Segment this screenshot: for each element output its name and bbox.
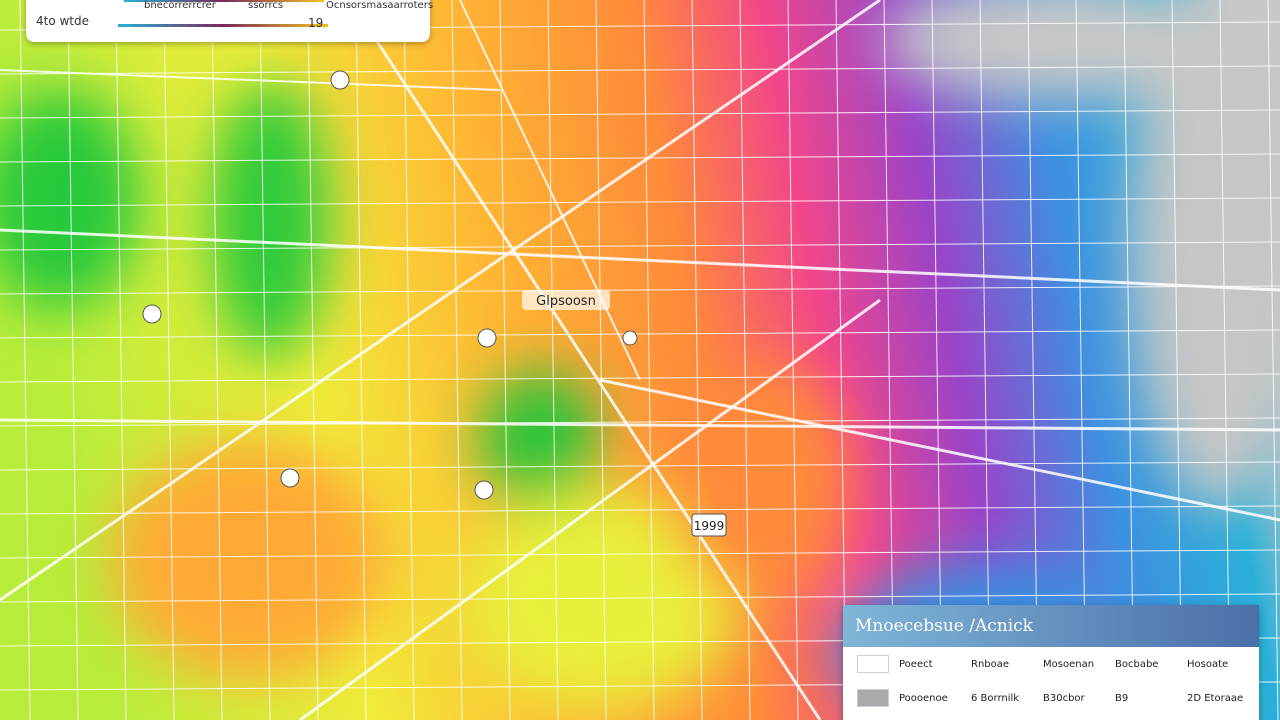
road <box>0 329 1280 339</box>
road <box>595 0 607 720</box>
panel-header-cell: Mosoenan <box>1043 658 1095 670</box>
road <box>0 241 1280 251</box>
legend-bar <box>118 24 328 27</box>
road <box>451 0 463 720</box>
road <box>0 0 880 600</box>
road <box>1027 0 1039 720</box>
panel-row: Poooenoe 6 Borrnilk B30cbor B9 2D Etoraae <box>843 681 1259 715</box>
road <box>931 0 943 720</box>
road <box>0 549 1280 559</box>
road <box>643 0 655 720</box>
road <box>0 418 1280 432</box>
road <box>0 109 1280 119</box>
road <box>0 153 1280 163</box>
road <box>19 0 31 720</box>
road <box>163 0 175 720</box>
legend-item: bnecorrerrcrer <box>144 0 216 11</box>
road <box>348 0 822 720</box>
panel-cell: Poooenoe <box>899 692 948 704</box>
road <box>67 0 79 720</box>
legend-note: Ocnsorsmasaarroters <box>326 0 434 11</box>
road <box>0 65 1280 75</box>
road <box>1123 0 1135 720</box>
road <box>787 0 799 720</box>
map-label: Glpsoosn <box>536 294 596 309</box>
road <box>459 0 641 381</box>
legend-item: ssorrcs <box>248 0 284 11</box>
road <box>499 0 511 720</box>
road <box>0 197 1280 207</box>
road <box>0 593 1280 603</box>
road <box>211 0 223 720</box>
road <box>0 461 1280 471</box>
panel-cell: B9 <box>1115 692 1129 704</box>
panel-header-cell: Rnboae <box>971 658 1010 670</box>
road <box>403 0 415 720</box>
road <box>0 69 501 91</box>
road <box>1267 0 1279 720</box>
road <box>1075 0 1087 720</box>
panel-cell: 2D Etoraae <box>1187 692 1244 704</box>
road <box>691 0 703 720</box>
road <box>0 417 1280 427</box>
map-label: 1999 <box>694 519 725 533</box>
panel-cell: B30cbor <box>1043 692 1085 704</box>
legend: 4to wtde bnecorrerrcrer ssorrcs 19 Ocnso… <box>26 0 434 42</box>
map-pins <box>142 70 638 500</box>
panel-cell: 6 Borrnilk <box>971 692 1020 704</box>
road <box>0 505 1280 515</box>
road <box>1171 0 1183 720</box>
legend-title: 4to wtde <box>36 14 90 28</box>
road <box>599 378 1280 522</box>
road <box>1219 0 1231 720</box>
panel-header-cell: Hosoate <box>1187 658 1229 670</box>
road <box>547 0 559 720</box>
legend-scale <box>124 0 324 2</box>
road <box>739 0 751 720</box>
legend-item: 19 <box>308 16 324 30</box>
road <box>883 0 895 720</box>
label-bg <box>691 513 727 537</box>
road <box>0 228 1280 292</box>
panel-header: Poeect Rnboae Mosoenan Bocbabe Hosoate <box>843 647 1259 681</box>
label-bg <box>522 290 610 310</box>
road <box>0 285 1280 295</box>
info-panel: Mnoecebsue /Acnick Poeect Rnboae Mosoenan B… <box>843 605 1259 720</box>
road <box>299 298 881 720</box>
road <box>115 0 127 720</box>
panel-title: Mnoecebsue /Acnick <box>843 605 1259 647</box>
panel-header-cell: Poeect <box>899 658 933 670</box>
panel-header-cell: Bocbabe <box>1115 658 1159 670</box>
road <box>835 0 847 720</box>
road <box>979 0 991 720</box>
